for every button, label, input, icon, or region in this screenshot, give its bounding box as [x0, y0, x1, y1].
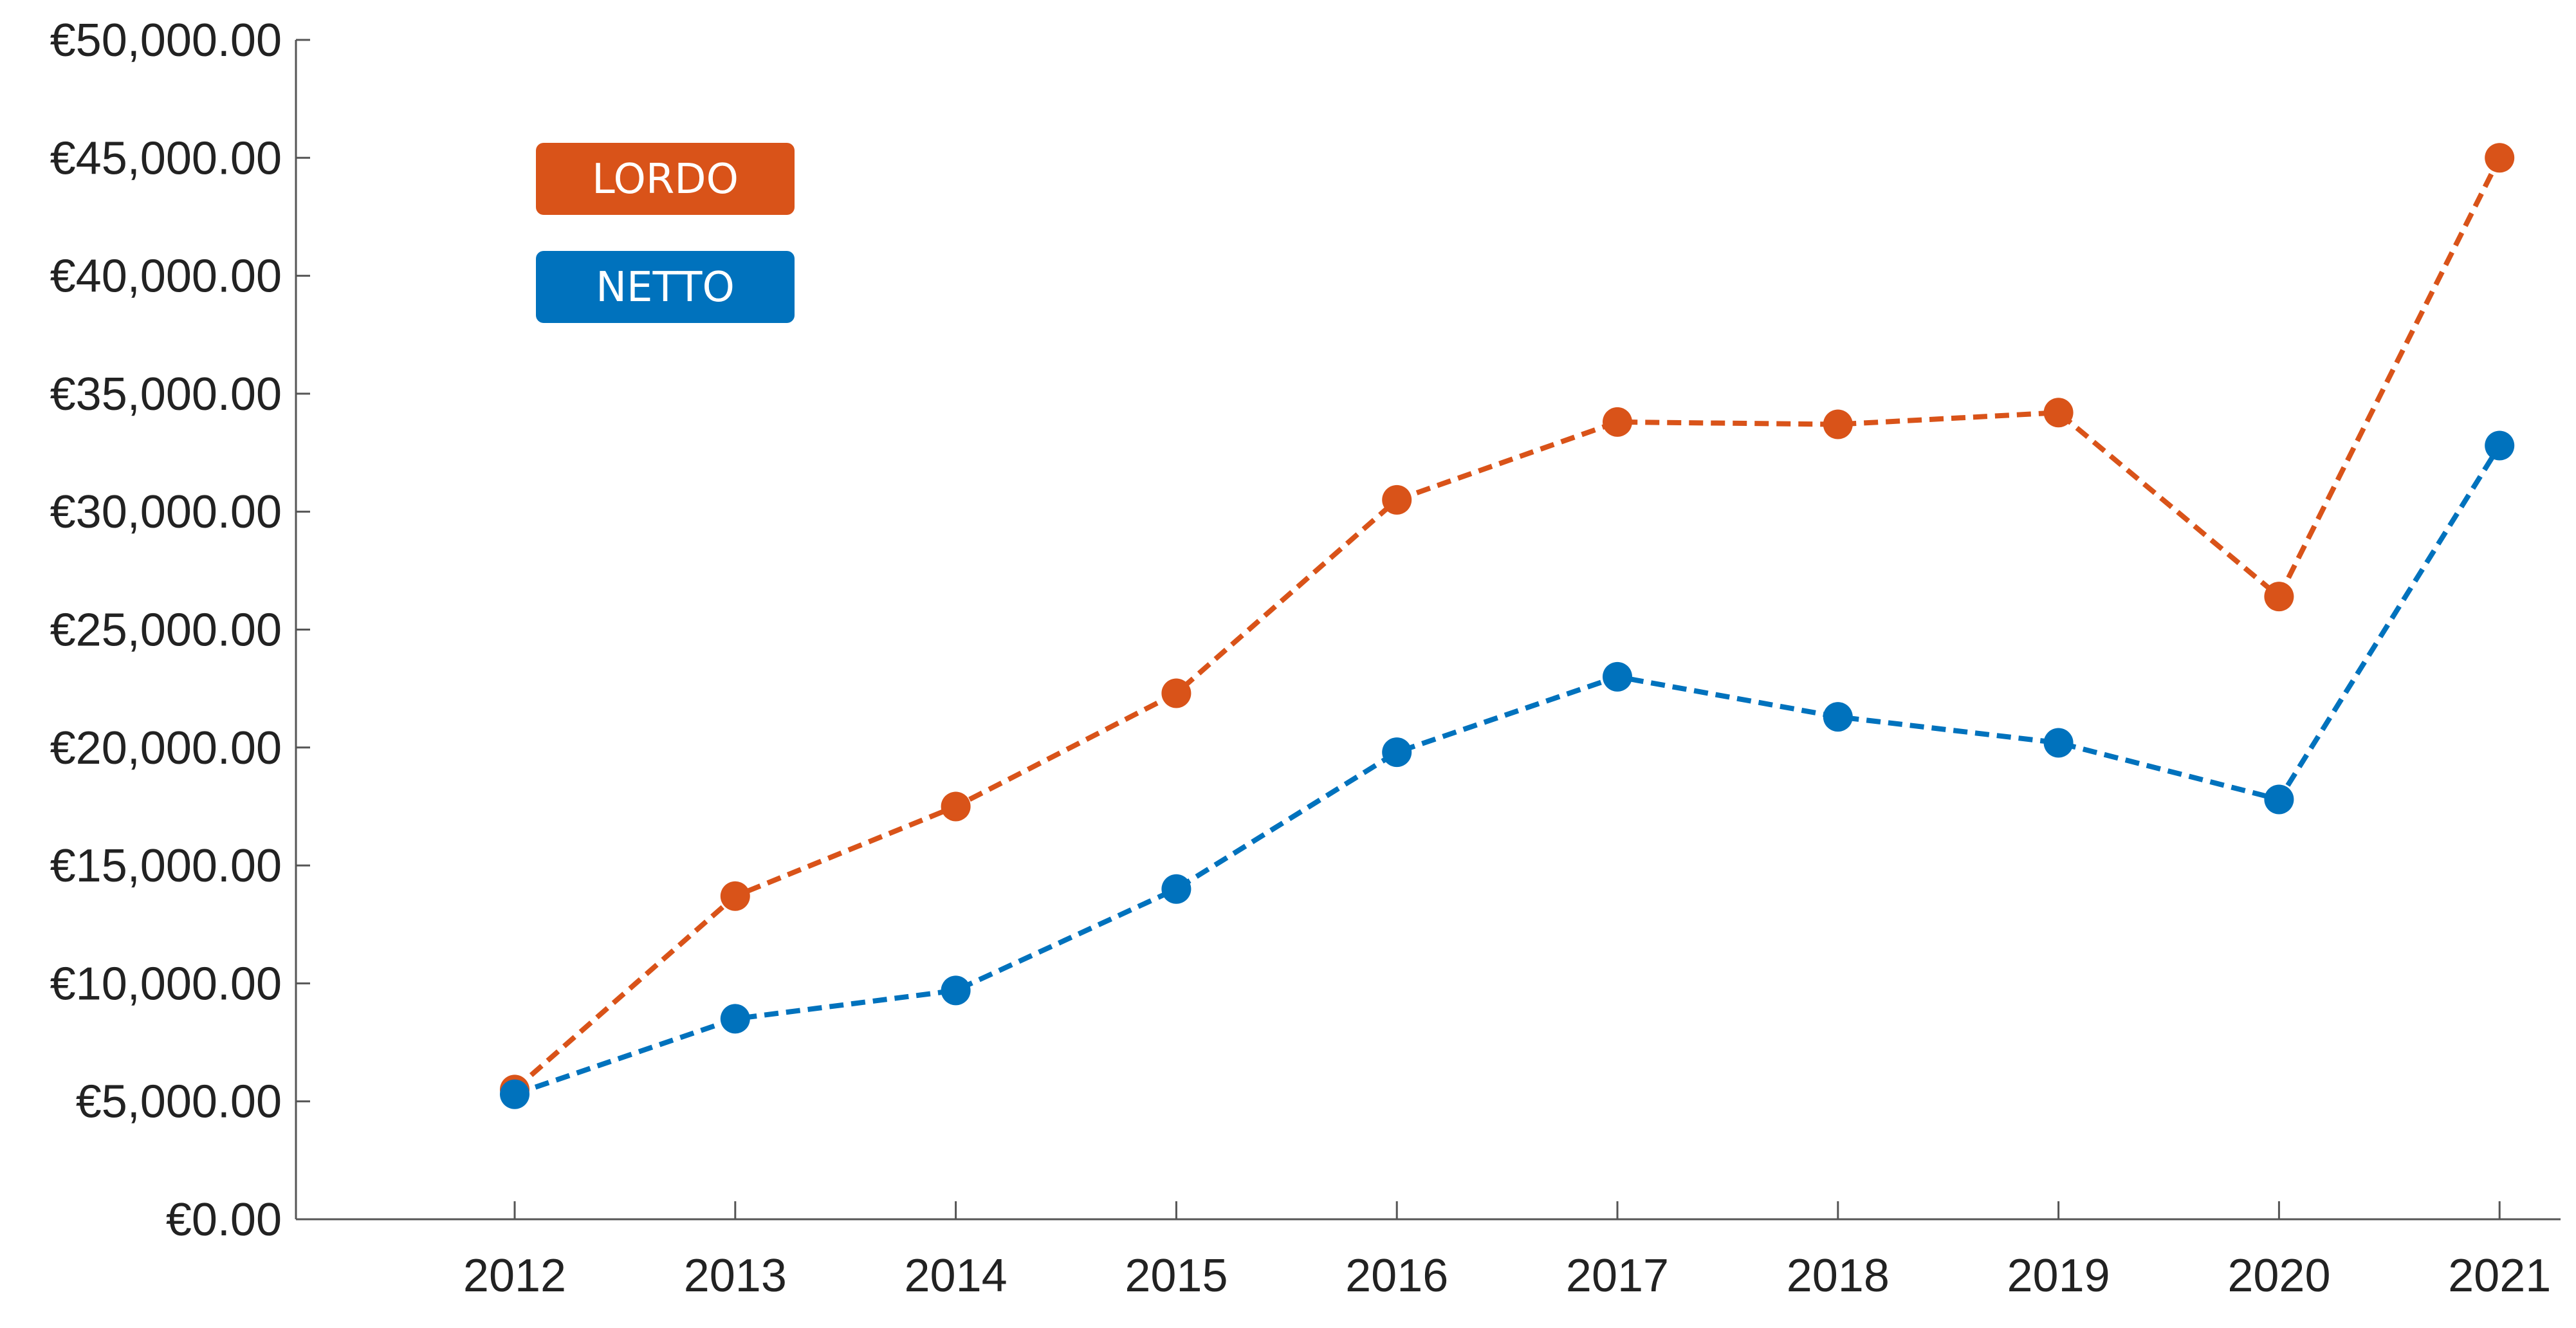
- x-tick-label: 2014: [905, 1250, 1007, 1302]
- legend: LORDO NETTO: [536, 143, 795, 323]
- x-tick-label: 2012: [463, 1250, 566, 1302]
- legend-box-lordo: [536, 143, 795, 215]
- data-point-lordo: [1823, 409, 1853, 439]
- x-axis: 2012 2013 2014 2015 2016 2017 2018 2019 2020 2021: [296, 1201, 2561, 1302]
- y-tick-label: €25,000.00: [50, 605, 282, 656]
- y-tick-label: €10,000.00: [50, 958, 282, 1010]
- data-point-lordo: [2043, 398, 2074, 428]
- data-point-netto: [1382, 737, 1412, 768]
- y-tick-label: €45,000.00: [50, 133, 282, 184]
- y-tick-label: €40,000.00: [50, 251, 282, 302]
- x-tick-label: 2018: [1787, 1250, 1890, 1302]
- data-point-lordo: [1603, 407, 1632, 437]
- data-point-lordo: [1161, 678, 1191, 708]
- y-tick-label: €15,000.00: [50, 840, 282, 892]
- x-tick-label: 2020: [2227, 1250, 2330, 1302]
- x-tick-label: 2019: [2007, 1250, 2110, 1302]
- data-point-netto: [500, 1079, 529, 1109]
- data-point-lordo: [1382, 484, 1412, 515]
- series-line-lordo: [513, 156, 2502, 1092]
- data-point-netto: [2043, 728, 2074, 758]
- data-point-lordo: [2264, 582, 2294, 612]
- x-tick-label: 2016: [1345, 1250, 1448, 1302]
- data-point-netto: [720, 1004, 750, 1034]
- y-tick-label: €35,000.00: [50, 369, 282, 420]
- data-point-lordo: [941, 791, 971, 822]
- x-tick-label: 2017: [1566, 1250, 1669, 1302]
- x-tick-label: 2015: [1125, 1250, 1228, 1302]
- legend-label-netto: NETTO: [596, 264, 735, 311]
- series-line-netto: [513, 444, 2502, 1097]
- y-axis: €0.00 €5,000.00 €10,000.00 €15,000.00 €20,00…: [50, 15, 310, 1246]
- data-point-netto: [1603, 661, 1632, 692]
- data-point-lordo: [720, 881, 750, 911]
- data-point-netto: [1823, 702, 1853, 732]
- y-tick-label: €30,000.00: [50, 486, 282, 538]
- x-tick-label: 2021: [2448, 1250, 2551, 1302]
- y-tick-label: €20,000.00: [50, 723, 282, 774]
- x-tick-label: 2013: [684, 1250, 787, 1302]
- y-tick-label: €0.00: [166, 1194, 282, 1246]
- data-point-netto: [941, 975, 971, 1006]
- data-point-lordo: [2485, 143, 2515, 173]
- data-point-netto: [2485, 430, 2515, 461]
- legend-box-netto: [536, 251, 795, 323]
- y-tick-label: €5,000.00: [76, 1076, 282, 1128]
- data-point-netto: [1161, 874, 1191, 904]
- y-tick-label: €50,000.00: [50, 15, 282, 66]
- legend-label-lordo: LORDO: [592, 156, 739, 203]
- data-point-netto: [2264, 784, 2294, 815]
- series-layer: [500, 143, 2515, 1109]
